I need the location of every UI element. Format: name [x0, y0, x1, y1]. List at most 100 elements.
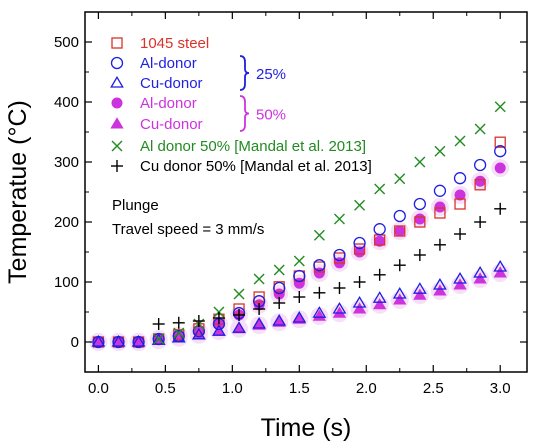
legend-marker [110, 117, 124, 129]
y-tick-label: 400 [54, 94, 79, 111]
data-point [414, 156, 426, 168]
data-markers [89, 101, 510, 351]
data-point [394, 173, 406, 185]
data-point [473, 272, 487, 284]
brace-25: 25% [239, 55, 286, 91]
x-tick-label: 2.0 [356, 380, 377, 397]
data-point [474, 175, 486, 187]
x-stroke [434, 145, 446, 157]
y-tick-label: 0 [71, 334, 79, 351]
group-label: 50% [256, 107, 286, 124]
annotation-line-2: Travel speed = 3 mm/s [112, 221, 264, 238]
data-point [474, 216, 487, 228]
data-point [454, 198, 466, 210]
legend-marker [111, 140, 123, 152]
x-stroke [474, 123, 486, 135]
legend-label: Cu-donor [140, 116, 203, 133]
data-point [414, 213, 426, 225]
data-point [333, 213, 345, 225]
data-point [273, 264, 285, 276]
data-point [131, 334, 146, 347]
legend-label: Cu-donor [140, 75, 203, 92]
series-6 [152, 202, 507, 330]
data-point [91, 334, 106, 347]
data-point [332, 301, 347, 314]
x-stroke [293, 255, 305, 267]
data-point [473, 158, 487, 172]
data-point [152, 318, 165, 330]
data-point [171, 330, 186, 343]
data-point [394, 225, 406, 237]
x-stroke [454, 135, 466, 147]
data-point [111, 334, 126, 347]
data-point [333, 248, 346, 262]
data-point [352, 295, 367, 308]
data-point [392, 286, 407, 299]
group-label: 25% [256, 66, 286, 83]
data-point [454, 135, 466, 147]
data-point [373, 268, 386, 281]
data-point [192, 315, 205, 327]
data-point [313, 286, 326, 299]
data-point [413, 288, 427, 300]
data-point [473, 265, 488, 278]
data-point [434, 201, 446, 213]
x-stroke [313, 229, 325, 241]
data-point [293, 291, 306, 303]
tick-labels: 0.0 0.5 1.0 1.5 2.0 2.5 3.0 0 100 200 300 400 500 [54, 34, 511, 397]
data-point [312, 306, 327, 318]
x-tick-label: 2.5 [423, 380, 444, 397]
data-point [233, 288, 245, 300]
data-point [393, 209, 406, 223]
x-stroke [111, 140, 123, 152]
data-point [433, 184, 447, 197]
data-point [212, 312, 225, 324]
data-point [332, 306, 347, 318]
x-stroke [394, 173, 406, 185]
legend-marker [111, 160, 123, 172]
data-point [493, 266, 507, 278]
data-point [454, 189, 466, 201]
data-point [374, 183, 386, 195]
data-point [313, 259, 326, 272]
brace-path [239, 55, 250, 91]
series-2 [91, 259, 508, 347]
annotation-line-1: Plunge [112, 197, 159, 214]
brace-50: 50% [239, 95, 286, 132]
x-tick-label: 1.0 [222, 380, 243, 397]
data-point [453, 172, 467, 185]
data-point [313, 229, 325, 241]
data-point [173, 327, 185, 339]
data-point [273, 281, 286, 295]
x-tick-label: 3.0 [490, 380, 511, 397]
data-point [333, 282, 346, 294]
legend-marker [111, 97, 123, 109]
x-stroke [253, 273, 265, 285]
data-point [272, 313, 287, 326]
data-point [273, 297, 286, 309]
data-point [494, 162, 506, 174]
data-point [494, 136, 506, 148]
y-tick-label: 500 [54, 34, 79, 51]
y-tick-label: 200 [54, 214, 79, 231]
data-point [212, 324, 226, 336]
data-point [253, 273, 265, 285]
data-point [253, 303, 266, 315]
x-tick-label: 1.5 [289, 380, 310, 397]
data-point [353, 243, 366, 255]
x-stroke [233, 288, 245, 300]
x-stroke [153, 333, 165, 345]
x-stroke [494, 101, 506, 113]
data-point [433, 284, 447, 296]
data-point [453, 271, 467, 284]
data-point [293, 255, 305, 267]
data-point [352, 302, 367, 314]
data-point [373, 298, 387, 310]
x-axis-title: Time (s) [261, 414, 352, 442]
legend-label: 1045 steel [140, 35, 209, 52]
x-stroke [354, 199, 366, 211]
data-point [252, 316, 267, 329]
data-point [433, 277, 447, 290]
x-stroke [333, 213, 345, 225]
data-point [494, 101, 506, 113]
